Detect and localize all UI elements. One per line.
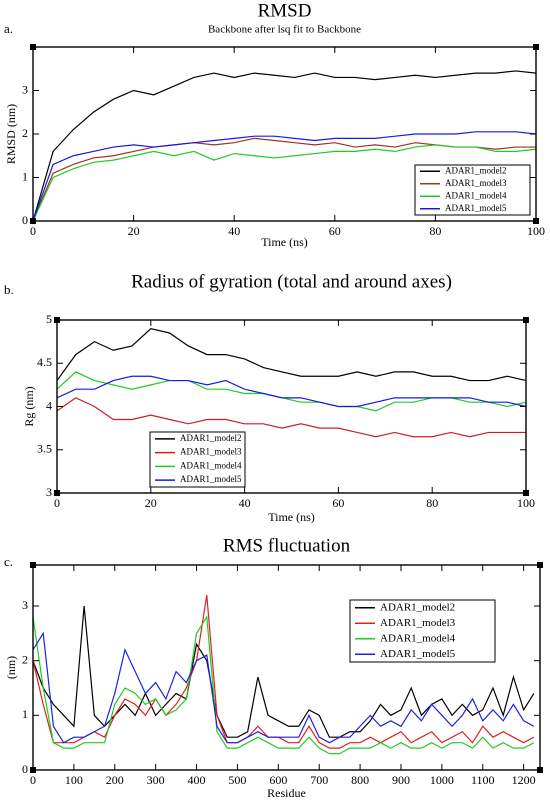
y-tick-label: 1 [22, 169, 28, 183]
legend-label: ADAR1_model3 [445, 178, 507, 188]
x-tick-label: 60 [332, 496, 344, 510]
data-line [56, 375, 527, 408]
y-tick-label: 3 [22, 598, 28, 612]
y-tick-label: 1 [22, 707, 28, 721]
x-tick-label: 1000 [430, 773, 454, 787]
x-tick-label: 900 [392, 773, 410, 787]
x-tick-label: 300 [147, 773, 165, 787]
x-tick-label: 0 [30, 773, 36, 787]
y-tick-label: 0 [22, 213, 28, 227]
x-tick-label: 100 [527, 224, 545, 238]
data-line [56, 397, 526, 438]
chart-subtitle: Backbone after lsq fit to Backbone [208, 24, 361, 36]
legend-label: ADAR1_model5 [180, 474, 242, 484]
legend-label: ADAR1_model2 [180, 433, 242, 443]
x-tick-label: 0 [30, 224, 36, 238]
x-tick-label: 100 [517, 496, 535, 510]
legend-label: ADAR1_model3 [380, 617, 456, 629]
x-tick-label: 600 [269, 773, 287, 787]
y-tick-label: 2 [22, 126, 28, 140]
x-tick-label: 80 [426, 496, 438, 510]
x-tick-label: 500 [228, 773, 246, 787]
chart-title: RMSD [258, 0, 312, 21]
x-tick-label: 800 [351, 773, 369, 787]
x-tick-label: 60 [329, 224, 341, 238]
y-tick-label: 4.5 [37, 355, 52, 369]
x-tick-label: 200 [106, 773, 124, 787]
x-tick-label: 40 [239, 496, 251, 510]
x-axis-label: Time (ns) [268, 510, 315, 524]
legend-box [349, 599, 496, 663]
y-tick-label: 3 [22, 82, 28, 96]
x-tick-label: 100 [65, 773, 83, 787]
x-tick-label: 0 [54, 496, 60, 510]
legend-label: ADAR1_model2 [445, 165, 507, 175]
legend-label: ADAR1_model5 [380, 648, 456, 660]
y-tick-label: 0 [22, 762, 28, 776]
panel-label: a. [4, 21, 13, 36]
data-line [32, 631, 535, 744]
y-tick-label: 3 [46, 485, 52, 499]
legend-box [149, 431, 246, 488]
x-tick-label: 400 [188, 773, 206, 787]
chart-title: Radius of gyration (total and around axe… [131, 271, 452, 292]
corner-marker [537, 562, 543, 568]
data-line [32, 144, 537, 222]
x-tick-label: 1200 [512, 773, 536, 787]
legend-label: ADAR1_model4 [445, 190, 507, 200]
data-line [56, 327, 527, 382]
legend-label: ADAR1_model4 [180, 460, 242, 470]
legend-box [414, 164, 531, 216]
panel-label: c. [4, 554, 13, 569]
legend-label: ADAR1_model5 [445, 203, 507, 213]
data-line [32, 70, 537, 222]
data-line [32, 131, 537, 222]
y-tick-label: 5 [46, 312, 52, 326]
y-axis-label: RMSD (nm) [4, 104, 18, 164]
x-tick-label: 20 [145, 496, 157, 510]
data-line [32, 594, 535, 749]
plot-frame [32, 564, 541, 771]
legend-label: ADAR1_model2 [380, 601, 455, 613]
y-tick-label: 2 [22, 652, 28, 666]
y-tick-label: 3.5 [37, 442, 52, 456]
x-axis-label: Time (ns) [261, 235, 308, 249]
chart-title: RMS fluctuation [223, 535, 351, 556]
x-tick-label: 1100 [471, 773, 495, 787]
y-tick-label: 4 [46, 398, 52, 412]
x-tick-label: 40 [228, 224, 240, 238]
x-tick-label: 80 [429, 224, 441, 238]
data-line [32, 615, 535, 755]
legend-label: ADAR1_model3 [180, 447, 242, 457]
x-axis-label: Residue [267, 786, 306, 800]
panel-label: b. [4, 282, 14, 297]
y-axis-label: (nm) [4, 656, 18, 679]
y-axis-label: Rg (nm) [22, 386, 36, 426]
legend-label: ADAR1_model4 [380, 632, 456, 644]
plot-frame [56, 319, 527, 494]
x-tick-label: 700 [310, 773, 328, 787]
x-tick-label: 20 [128, 224, 140, 238]
